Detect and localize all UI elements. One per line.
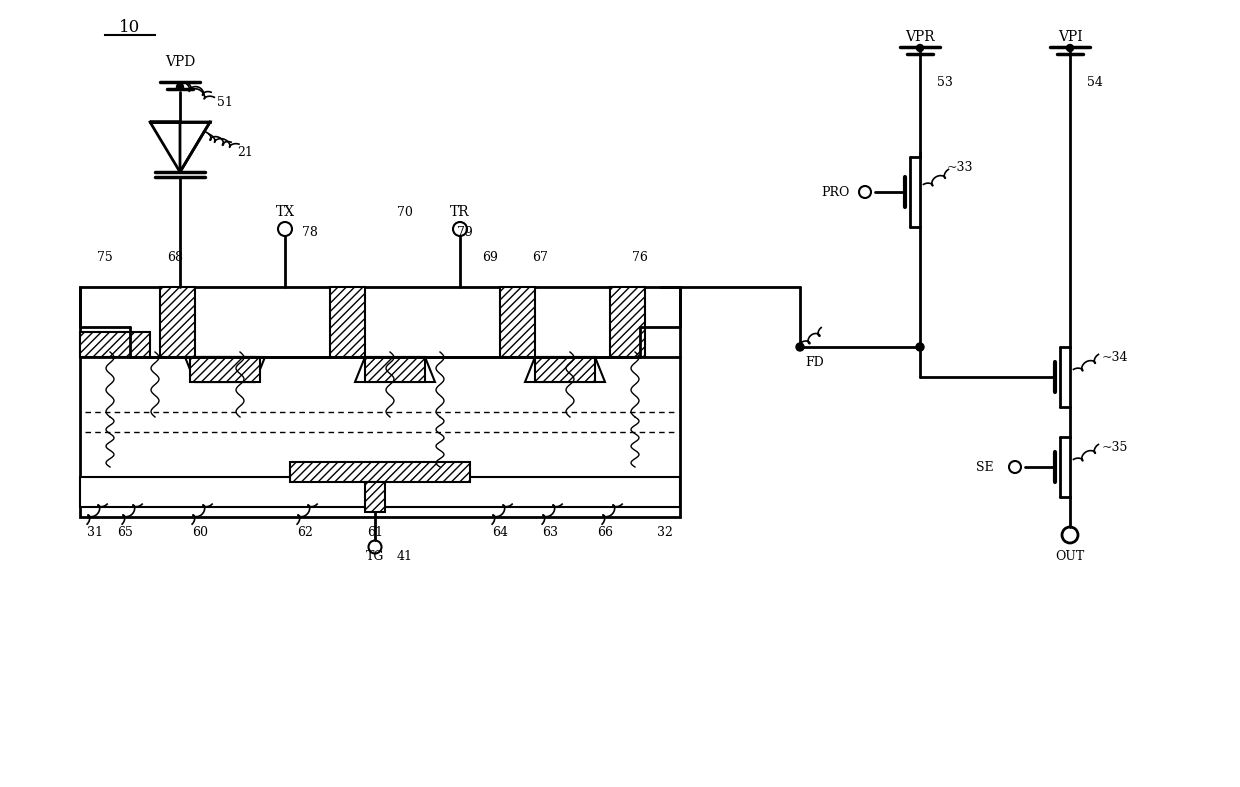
Text: SE: SE — [976, 460, 993, 474]
Polygon shape — [355, 357, 435, 382]
Text: FD: FD — [806, 356, 825, 368]
Text: VPI: VPI — [1058, 30, 1083, 44]
Polygon shape — [81, 332, 150, 357]
Text: 63: 63 — [542, 526, 558, 538]
Circle shape — [796, 343, 804, 351]
Text: 76: 76 — [632, 250, 649, 264]
Bar — [81, 287, 680, 517]
Text: OUT: OUT — [1055, 550, 1085, 563]
Circle shape — [1009, 461, 1021, 473]
Text: 61: 61 — [367, 526, 383, 538]
Text: 79: 79 — [458, 226, 472, 238]
Text: 51: 51 — [217, 95, 233, 109]
Text: 62: 62 — [298, 526, 312, 538]
Text: ~33: ~33 — [947, 161, 973, 173]
Circle shape — [176, 83, 184, 91]
Bar — [195, 357, 255, 382]
Text: 60: 60 — [192, 526, 208, 538]
Circle shape — [1066, 45, 1074, 51]
Circle shape — [1061, 527, 1078, 543]
Bar — [365, 482, 384, 512]
Text: 69: 69 — [482, 250, 498, 264]
Circle shape — [278, 222, 291, 236]
Bar — [365, 357, 425, 382]
Text: TG: TG — [366, 550, 384, 563]
Bar — [500, 287, 534, 357]
Text: 64: 64 — [492, 526, 508, 538]
Text: 54: 54 — [1087, 76, 1102, 88]
Polygon shape — [525, 357, 605, 382]
Text: PRO: PRO — [821, 186, 849, 198]
Text: 75: 75 — [97, 250, 113, 264]
Text: VPR: VPR — [905, 30, 935, 44]
Text: 78: 78 — [303, 226, 317, 238]
Circle shape — [916, 45, 924, 51]
Text: 67: 67 — [532, 250, 548, 264]
Circle shape — [453, 222, 467, 236]
Polygon shape — [185, 357, 265, 382]
Bar — [81, 477, 680, 507]
Bar — [330, 287, 365, 357]
Circle shape — [368, 541, 382, 553]
Text: 65: 65 — [117, 526, 133, 538]
Polygon shape — [150, 122, 210, 172]
Circle shape — [916, 343, 924, 351]
Text: ~35: ~35 — [1102, 441, 1128, 453]
Text: TX: TX — [275, 205, 295, 219]
Text: ~34: ~34 — [1102, 350, 1128, 364]
Text: 41: 41 — [397, 550, 413, 563]
Circle shape — [859, 186, 870, 198]
Text: 32: 32 — [657, 526, 673, 538]
Text: 10: 10 — [119, 19, 140, 35]
Text: VPD: VPD — [165, 55, 195, 69]
Bar — [190, 357, 260, 382]
Text: 70: 70 — [397, 205, 413, 219]
Text: 21: 21 — [237, 146, 253, 158]
Text: 31: 31 — [87, 526, 103, 538]
Text: TR: TR — [450, 205, 470, 219]
Bar — [160, 287, 195, 357]
Text: 66: 66 — [596, 526, 613, 538]
Bar — [610, 287, 645, 357]
Bar — [534, 357, 595, 382]
Text: 68: 68 — [167, 250, 184, 264]
Text: 53: 53 — [937, 76, 952, 88]
Bar — [290, 462, 470, 482]
